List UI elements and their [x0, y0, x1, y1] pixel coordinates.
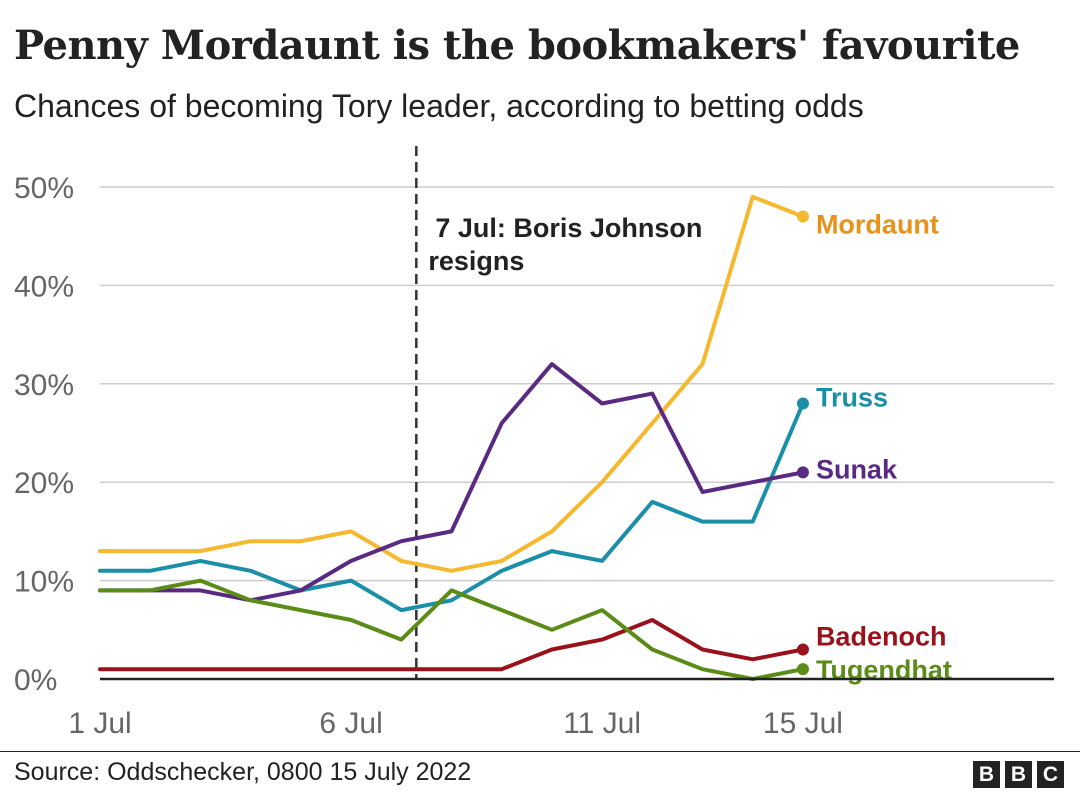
chart-title: Penny Mordaunt is the bookmakers' favour… — [14, 22, 1020, 69]
x-tick-label-11: 11 Jul — [563, 707, 641, 740]
footer-divider — [0, 751, 1080, 752]
series-line-tugendhat — [98, 578, 805, 681]
y-tick-label-10: 10% — [14, 566, 74, 599]
series-label-sunak: Sunak — [816, 454, 898, 484]
series-label-tugendhat: Tugendhat — [816, 655, 952, 685]
y-tick-label-40: 40% — [14, 270, 74, 303]
bbc-logo-block-3: C — [1037, 761, 1064, 788]
series-label-truss: Truss — [816, 382, 888, 412]
chart-subtitle: Chances of becoming Tory leader, accordi… — [14, 88, 864, 124]
series-endpoint-mordaunt — [796, 210, 809, 223]
series-label-badenoch: Badenoch — [816, 621, 947, 651]
bbc-logo-block-2: B — [1005, 761, 1032, 788]
y-tick-label-0: 0% — [14, 664, 57, 697]
series-line-badenoch — [98, 618, 805, 672]
series-line-truss — [98, 401, 805, 613]
series-label-mordaunt: Mordaunt — [816, 210, 939, 240]
annotation-text-line-2: resigns — [428, 246, 524, 276]
series-line-mordaunt — [98, 194, 805, 573]
x-tick-label-6: 6 Jul — [319, 707, 382, 740]
x-tick-label-15: 15 Jul — [763, 707, 843, 740]
bbc-logo: B B C — [973, 761, 1064, 788]
series-endpoint-badenoch — [796, 643, 809, 656]
x-tick-label-1: 1 Jul — [68, 707, 131, 740]
series-endpoint-truss — [796, 397, 809, 410]
y-tick-label-20: 20% — [14, 467, 74, 500]
y-tick-label-30: 30% — [14, 369, 74, 402]
source-note: Source: Oddschecker, 0800 15 July 2022 — [14, 758, 472, 786]
series-line-sunak — [98, 362, 805, 603]
series-endpoint-tugendhat — [796, 663, 809, 676]
y-tick-label-50: 50% — [14, 172, 74, 205]
annotation-text-line-1: 7 Jul: Boris Johnson — [435, 213, 702, 243]
series-endpoint-sunak — [796, 466, 809, 479]
bbc-logo-block-1: B — [973, 761, 1000, 788]
